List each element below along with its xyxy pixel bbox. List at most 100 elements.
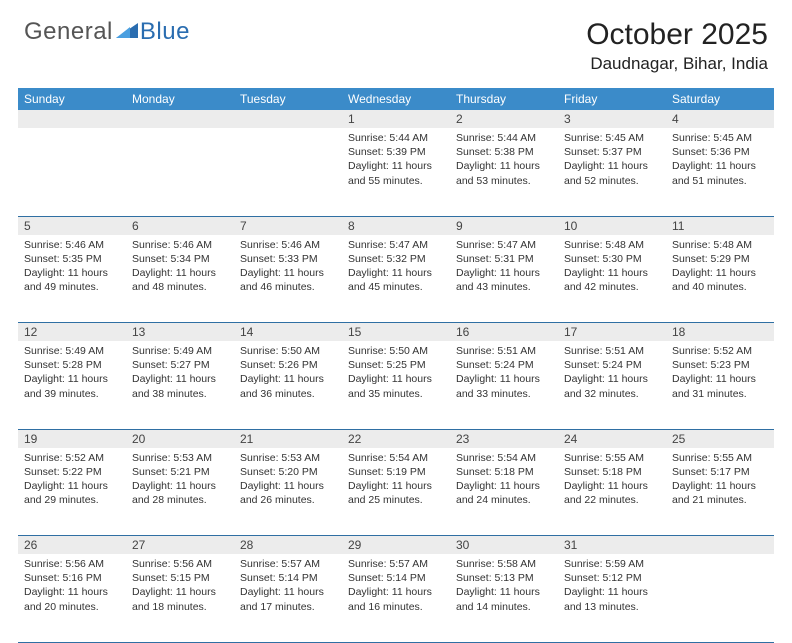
day-cell: Sunrise: 5:45 AMSunset: 5:37 PMDaylight:… xyxy=(558,128,666,216)
day-number: 8 xyxy=(342,217,450,235)
day-number: 9 xyxy=(450,217,558,235)
day-number: 12 xyxy=(18,323,126,341)
day-content: Sunrise: 5:44 AMSunset: 5:39 PMDaylight:… xyxy=(342,128,450,194)
day-content: Sunrise: 5:58 AMSunset: 5:13 PMDaylight:… xyxy=(450,554,558,620)
day-content: Sunrise: 5:54 AMSunset: 5:19 PMDaylight:… xyxy=(342,448,450,514)
week-row: Sunrise: 5:49 AMSunset: 5:28 PMDaylight:… xyxy=(18,341,774,429)
day-header: Monday xyxy=(126,88,234,110)
day-content: Sunrise: 5:56 AMSunset: 5:15 PMDaylight:… xyxy=(126,554,234,620)
day-content: Sunrise: 5:50 AMSunset: 5:25 PMDaylight:… xyxy=(342,341,450,407)
day-cell: Sunrise: 5:46 AMSunset: 5:35 PMDaylight:… xyxy=(18,235,126,323)
logo-text-right: Blue xyxy=(140,18,190,46)
day-content: Sunrise: 5:50 AMSunset: 5:26 PMDaylight:… xyxy=(234,341,342,407)
day-number: 24 xyxy=(558,430,666,448)
day-cell: Sunrise: 5:45 AMSunset: 5:36 PMDaylight:… xyxy=(666,128,774,216)
day-cell: Sunrise: 5:54 AMSunset: 5:19 PMDaylight:… xyxy=(342,448,450,536)
day-content: Sunrise: 5:51 AMSunset: 5:24 PMDaylight:… xyxy=(558,341,666,407)
day-cell: Sunrise: 5:52 AMSunset: 5:22 PMDaylight:… xyxy=(18,448,126,536)
week-row: Sunrise: 5:56 AMSunset: 5:16 PMDaylight:… xyxy=(18,554,774,642)
calendar-table: SundayMondayTuesdayWednesdayThursdayFrid… xyxy=(18,88,774,643)
day-number: 23 xyxy=(450,430,558,448)
day-cell: Sunrise: 5:52 AMSunset: 5:23 PMDaylight:… xyxy=(666,341,774,429)
logo: General Blue xyxy=(24,18,190,46)
day-content: Sunrise: 5:46 AMSunset: 5:33 PMDaylight:… xyxy=(234,235,342,301)
day-number: 14 xyxy=(234,323,342,341)
day-cell: Sunrise: 5:57 AMSunset: 5:14 PMDaylight:… xyxy=(234,554,342,642)
logo-text-left: General xyxy=(24,18,113,46)
day-cell: Sunrise: 5:50 AMSunset: 5:25 PMDaylight:… xyxy=(342,341,450,429)
day-content: Sunrise: 5:46 AMSunset: 5:34 PMDaylight:… xyxy=(126,235,234,301)
day-content: Sunrise: 5:54 AMSunset: 5:18 PMDaylight:… xyxy=(450,448,558,514)
day-cell: Sunrise: 5:49 AMSunset: 5:28 PMDaylight:… xyxy=(18,341,126,429)
day-header: Saturday xyxy=(666,88,774,110)
day-content: Sunrise: 5:53 AMSunset: 5:21 PMDaylight:… xyxy=(126,448,234,514)
location-text: Daudnagar, Bihar, India xyxy=(586,54,768,74)
day-cell: Sunrise: 5:56 AMSunset: 5:16 PMDaylight:… xyxy=(18,554,126,642)
day-cell xyxy=(18,128,126,216)
day-content: Sunrise: 5:52 AMSunset: 5:23 PMDaylight:… xyxy=(666,341,774,407)
day-cell: Sunrise: 5:53 AMSunset: 5:20 PMDaylight:… xyxy=(234,448,342,536)
day-number: 26 xyxy=(18,536,126,554)
day-content: Sunrise: 5:47 AMSunset: 5:32 PMDaylight:… xyxy=(342,235,450,301)
day-content: Sunrise: 5:57 AMSunset: 5:14 PMDaylight:… xyxy=(342,554,450,620)
daynum-row: 262728293031 xyxy=(18,536,774,555)
day-content: Sunrise: 5:52 AMSunset: 5:22 PMDaylight:… xyxy=(18,448,126,514)
day-cell: Sunrise: 5:55 AMSunset: 5:18 PMDaylight:… xyxy=(558,448,666,536)
day-number: 10 xyxy=(558,217,666,235)
day-content: Sunrise: 5:49 AMSunset: 5:28 PMDaylight:… xyxy=(18,341,126,407)
day-number: 28 xyxy=(234,536,342,554)
day-cell: Sunrise: 5:48 AMSunset: 5:29 PMDaylight:… xyxy=(666,235,774,323)
day-number: 19 xyxy=(18,430,126,448)
day-cell: Sunrise: 5:46 AMSunset: 5:33 PMDaylight:… xyxy=(234,235,342,323)
day-number: 3 xyxy=(558,110,666,128)
day-content: Sunrise: 5:46 AMSunset: 5:35 PMDaylight:… xyxy=(18,235,126,301)
day-number: 4 xyxy=(666,110,774,128)
day-content: Sunrise: 5:48 AMSunset: 5:29 PMDaylight:… xyxy=(666,235,774,301)
day-cell: Sunrise: 5:51 AMSunset: 5:24 PMDaylight:… xyxy=(450,341,558,429)
day-header: Tuesday xyxy=(234,88,342,110)
day-number: 25 xyxy=(666,430,774,448)
daynum-row: 12131415161718 xyxy=(18,323,774,342)
day-cell: Sunrise: 5:47 AMSunset: 5:32 PMDaylight:… xyxy=(342,235,450,323)
day-cell: Sunrise: 5:59 AMSunset: 5:12 PMDaylight:… xyxy=(558,554,666,642)
day-content: Sunrise: 5:55 AMSunset: 5:18 PMDaylight:… xyxy=(558,448,666,514)
day-content: Sunrise: 5:45 AMSunset: 5:37 PMDaylight:… xyxy=(558,128,666,194)
day-cell: Sunrise: 5:50 AMSunset: 5:26 PMDaylight:… xyxy=(234,341,342,429)
day-cell: Sunrise: 5:58 AMSunset: 5:13 PMDaylight:… xyxy=(450,554,558,642)
day-content: Sunrise: 5:44 AMSunset: 5:38 PMDaylight:… xyxy=(450,128,558,194)
day-cell: Sunrise: 5:44 AMSunset: 5:38 PMDaylight:… xyxy=(450,128,558,216)
day-cell: Sunrise: 5:57 AMSunset: 5:14 PMDaylight:… xyxy=(342,554,450,642)
day-number: 2 xyxy=(450,110,558,128)
day-content: Sunrise: 5:45 AMSunset: 5:36 PMDaylight:… xyxy=(666,128,774,194)
day-cell: Sunrise: 5:47 AMSunset: 5:31 PMDaylight:… xyxy=(450,235,558,323)
day-cell: Sunrise: 5:44 AMSunset: 5:39 PMDaylight:… xyxy=(342,128,450,216)
day-number: 21 xyxy=(234,430,342,448)
day-cell: Sunrise: 5:55 AMSunset: 5:17 PMDaylight:… xyxy=(666,448,774,536)
day-header: Sunday xyxy=(18,88,126,110)
day-number: 29 xyxy=(342,536,450,554)
day-cell: Sunrise: 5:54 AMSunset: 5:18 PMDaylight:… xyxy=(450,448,558,536)
day-cell: Sunrise: 5:49 AMSunset: 5:27 PMDaylight:… xyxy=(126,341,234,429)
day-header: Wednesday xyxy=(342,88,450,110)
day-number: 18 xyxy=(666,323,774,341)
day-content: Sunrise: 5:47 AMSunset: 5:31 PMDaylight:… xyxy=(450,235,558,301)
day-number: 31 xyxy=(558,536,666,554)
day-content: Sunrise: 5:56 AMSunset: 5:16 PMDaylight:… xyxy=(18,554,126,620)
day-cell xyxy=(126,128,234,216)
day-content: Sunrise: 5:59 AMSunset: 5:12 PMDaylight:… xyxy=(558,554,666,620)
day-content: Sunrise: 5:49 AMSunset: 5:27 PMDaylight:… xyxy=(126,341,234,407)
day-content: Sunrise: 5:51 AMSunset: 5:24 PMDaylight:… xyxy=(450,341,558,407)
day-content: Sunrise: 5:48 AMSunset: 5:30 PMDaylight:… xyxy=(558,235,666,301)
triangle-icon xyxy=(116,21,138,44)
day-number: 13 xyxy=(126,323,234,341)
day-cell: Sunrise: 5:53 AMSunset: 5:21 PMDaylight:… xyxy=(126,448,234,536)
day-number: 15 xyxy=(342,323,450,341)
week-row: Sunrise: 5:52 AMSunset: 5:22 PMDaylight:… xyxy=(18,448,774,536)
daynum-row: 1234 xyxy=(18,110,774,128)
day-cell xyxy=(234,128,342,216)
day-header-row: SundayMondayTuesdayWednesdayThursdayFrid… xyxy=(18,88,774,110)
day-cell: Sunrise: 5:51 AMSunset: 5:24 PMDaylight:… xyxy=(558,341,666,429)
day-cell: Sunrise: 5:48 AMSunset: 5:30 PMDaylight:… xyxy=(558,235,666,323)
day-number: 6 xyxy=(126,217,234,235)
day-cell: Sunrise: 5:46 AMSunset: 5:34 PMDaylight:… xyxy=(126,235,234,323)
